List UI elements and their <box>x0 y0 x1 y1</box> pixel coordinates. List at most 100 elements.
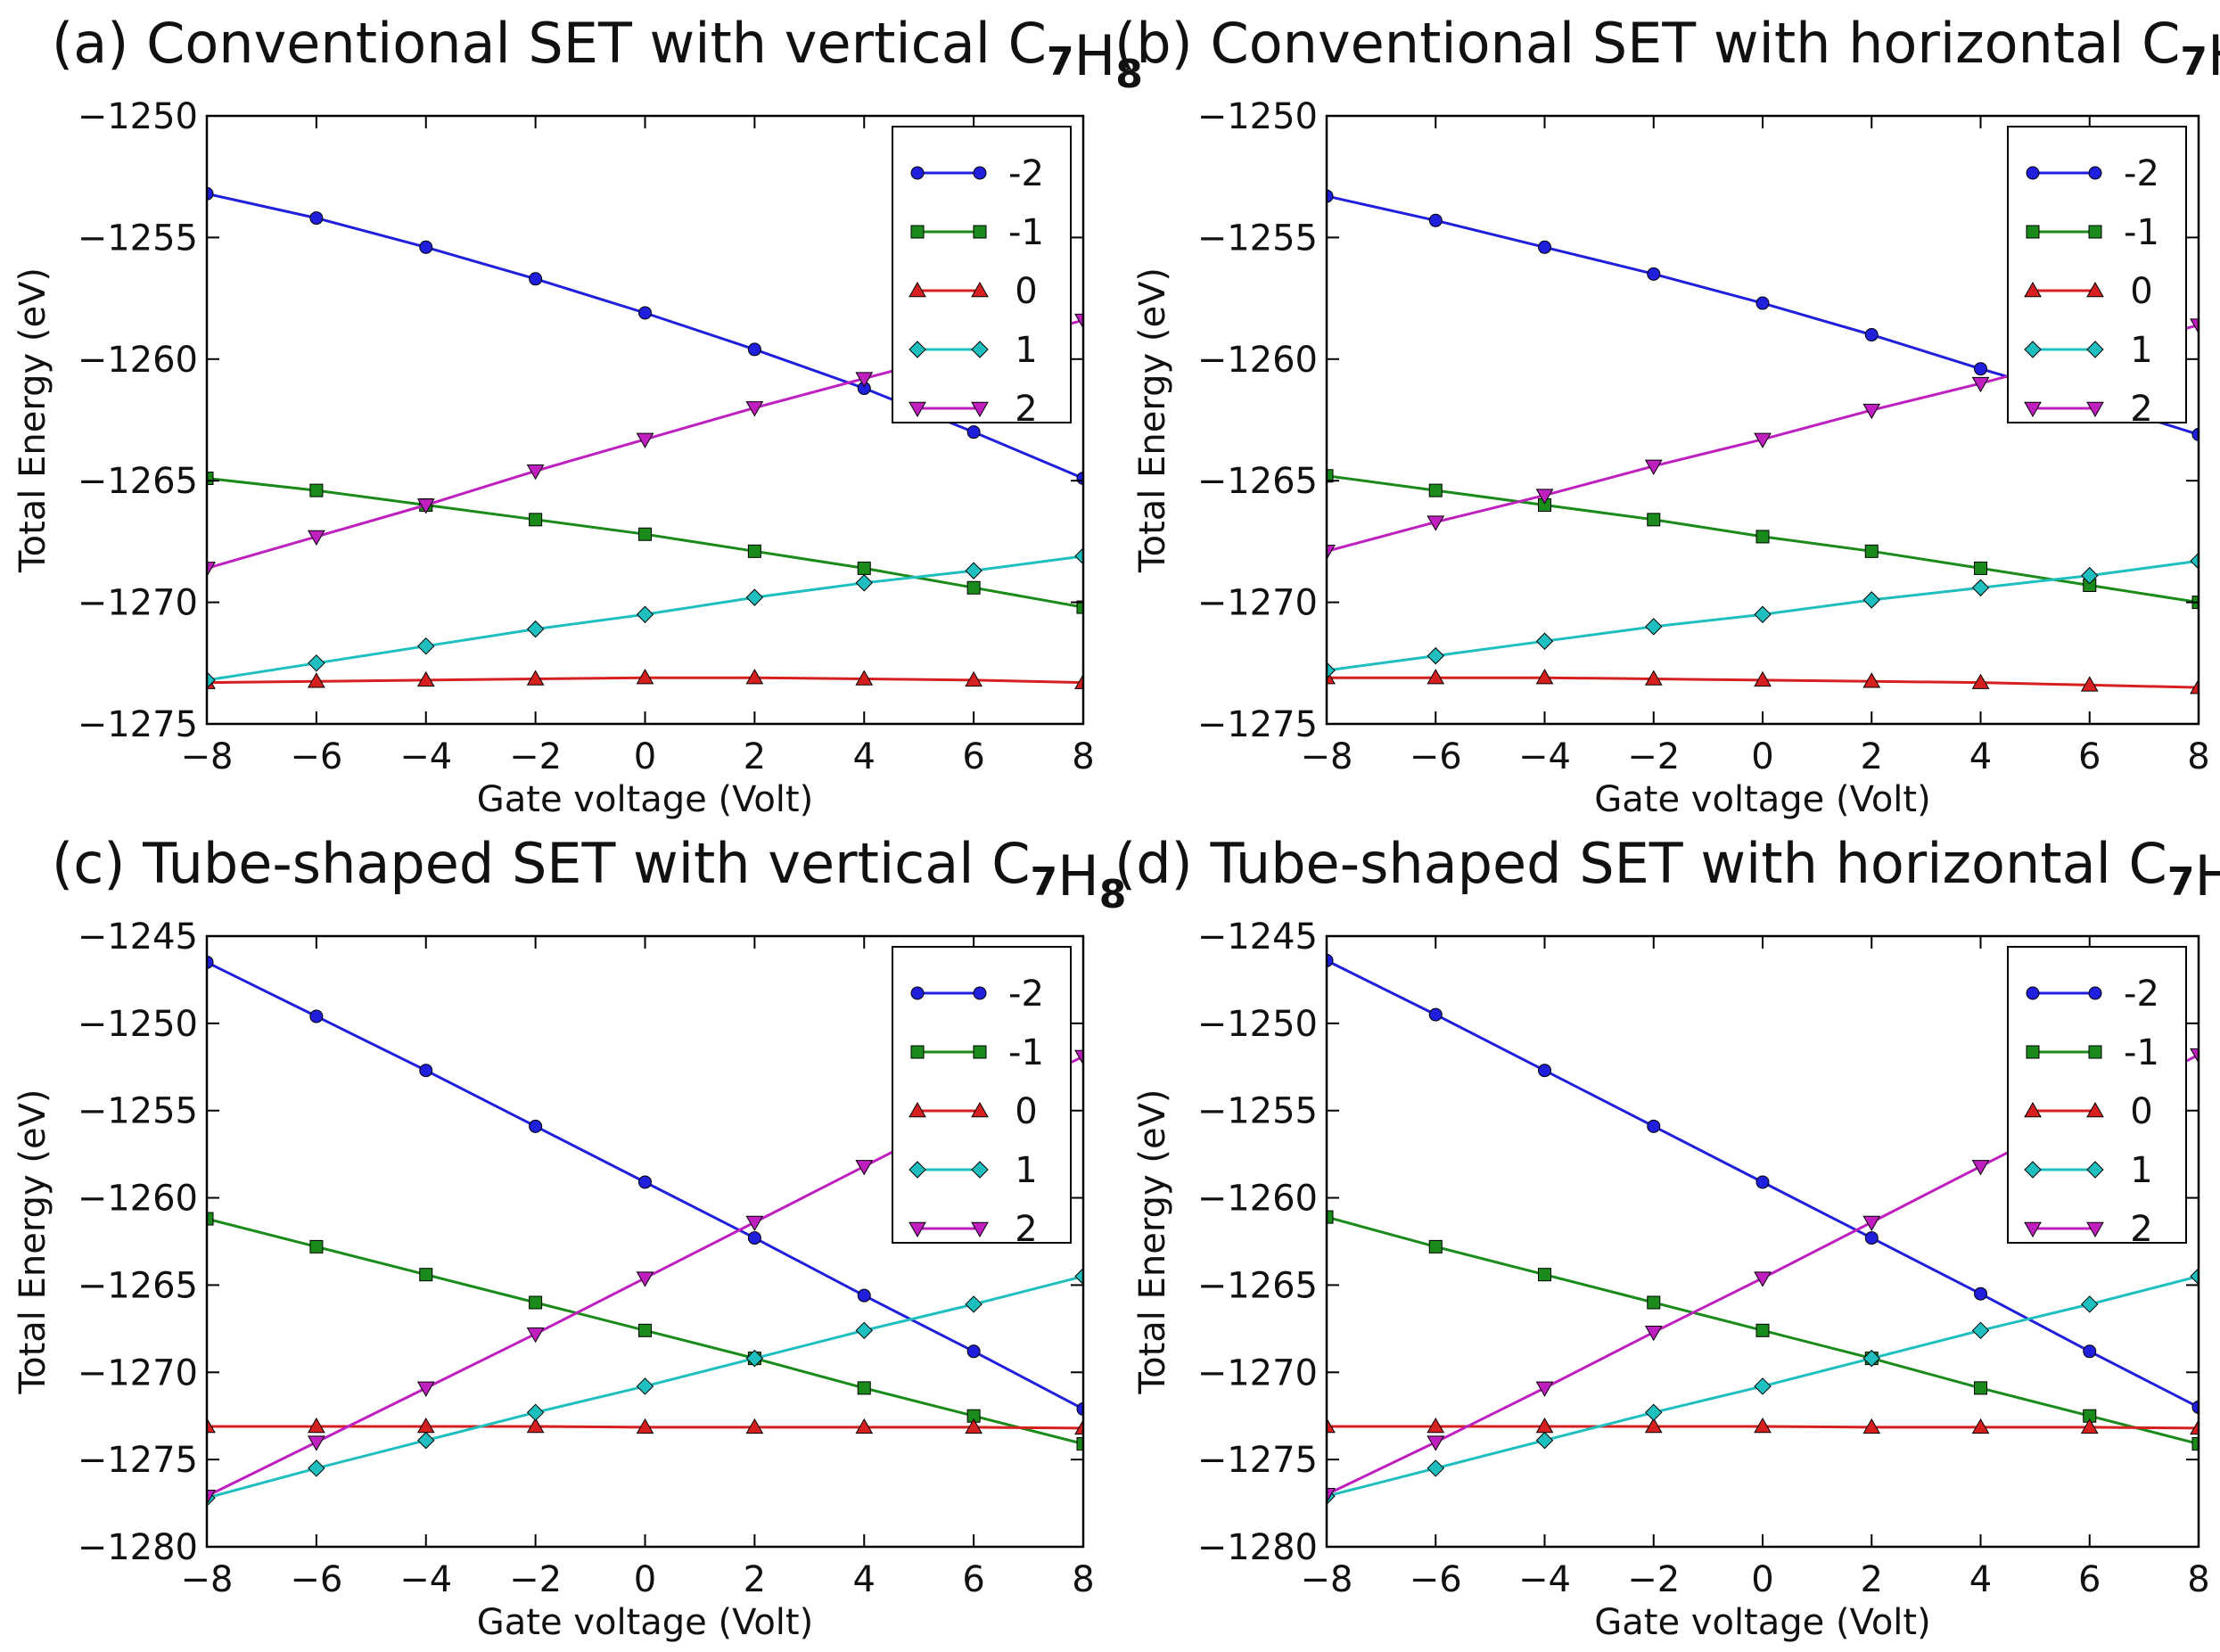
legend-label-0: 0 <box>1015 271 1037 312</box>
data-point-2 <box>526 464 545 481</box>
legend-label-2: 2 <box>1015 389 1037 430</box>
data-point-2 <box>308 1435 325 1451</box>
data-point-0 <box>1644 670 1663 686</box>
legend-label-1: 1 <box>1015 330 1037 371</box>
formula-symbol: H <box>2194 843 2220 908</box>
data-point-0 <box>1074 673 1083 689</box>
data-point-2 <box>1327 1488 1336 1504</box>
data-point-1 <box>1427 646 1444 665</box>
y-axis-label: Total Energy (eV) <box>1132 267 1173 573</box>
data-point-0 <box>1427 669 1445 685</box>
legend-marker-2 <box>2086 1221 2104 1238</box>
data-point-2 <box>1644 1326 1663 1342</box>
data-point-0 <box>1754 670 1772 687</box>
data-point--1 <box>638 1323 652 1337</box>
data-point-2 <box>2190 318 2199 334</box>
data-point-0 <box>308 672 325 688</box>
data-point-1 <box>2190 1267 2199 1286</box>
data-point--2 <box>1755 1175 1770 1189</box>
y-tick-label: −1270 <box>78 1352 198 1393</box>
legend-label-2: 2 <box>2130 1209 2152 1250</box>
x-axis-label: Gate voltage (Volt) <box>477 1602 813 1643</box>
data-point-2 <box>207 562 216 578</box>
legend-marker--1 <box>910 225 925 239</box>
data-point-1 <box>855 574 873 592</box>
legend-marker--1 <box>2088 1045 2102 1059</box>
x-tick-label: −4 <box>1518 1559 1571 1600</box>
data-point-2 <box>855 1160 874 1176</box>
y-tick-label: −1260 <box>1197 340 1318 381</box>
data-point-1 <box>417 637 435 655</box>
data-point-0 <box>1535 669 1554 685</box>
panel-title: (b) Conventional SET with horizontal C7H… <box>1114 11 2220 97</box>
data-point-0 <box>1862 1418 1881 1434</box>
data-point-1 <box>855 1321 873 1340</box>
legend: -2 -1 0 1 2 <box>892 946 1072 1250</box>
panel-title: (c) Tube-shaped SET with vertical C7H8 <box>52 831 1126 917</box>
data-point--1 <box>966 580 981 595</box>
y-tick-label: −1255 <box>78 1091 198 1132</box>
y-tick-label: −1260 <box>78 340 198 381</box>
data-point-2 <box>526 1327 545 1344</box>
x-tick-label: −8 <box>181 1559 234 1600</box>
legend-marker--1 <box>2088 225 2102 239</box>
data-point-0 <box>207 1417 216 1434</box>
data-point-0 <box>416 670 435 687</box>
formula-symbol: H <box>2208 23 2220 88</box>
legend-marker--2 <box>2088 986 2102 1000</box>
legend-label-0: 0 <box>2130 271 2152 312</box>
data-point-2 <box>636 1271 654 1287</box>
data-point-2 <box>2190 1048 2199 1064</box>
data-point-1 <box>1971 1321 1990 1340</box>
data-point-1 <box>1427 1459 1444 1477</box>
data-point-0 <box>855 670 874 686</box>
data-point--1 <box>1974 1381 1987 1395</box>
data-point--2 <box>747 342 761 357</box>
formula-subscript: 8 <box>1115 52 1143 97</box>
data-point--2 <box>1327 189 1334 203</box>
y-axis-label: Total Energy (eV) <box>12 1089 53 1394</box>
panel-b: (b) Conventional SET with horizontal C7H… <box>1114 11 2220 820</box>
y-tick-label: −1245 <box>78 916 198 958</box>
data-point-1 <box>308 654 325 672</box>
formula-symbol: C <box>2129 831 2167 896</box>
data-point-0 <box>745 1418 764 1434</box>
data-point--1 <box>1327 1210 1334 1224</box>
data-point--2 <box>419 1064 433 1078</box>
data-point-0 <box>1074 1418 1083 1435</box>
x-tick-label: 4 <box>1969 1559 1992 1600</box>
data-point-0 <box>526 1417 545 1434</box>
data-point-2 <box>1971 1160 1990 1176</box>
y-tick-label: −1255 <box>78 218 198 259</box>
x-tick-label: 0 <box>1751 736 1773 777</box>
y-tick-label: −1250 <box>1197 1004 1318 1045</box>
data-point-2 <box>308 530 325 546</box>
y-tick-label: −1265 <box>1197 1265 1318 1306</box>
data-point-2 <box>1754 432 1772 448</box>
data-point-1 <box>965 562 983 579</box>
legend-marker-0 <box>2024 281 2042 298</box>
data-point-1 <box>2081 1295 2099 1313</box>
x-axis-label: Gate voltage (Volt) <box>1594 779 1930 820</box>
data-point-1 <box>1754 605 1772 623</box>
x-tick-label: 6 <box>962 736 984 777</box>
legend-marker-0 <box>2086 281 2104 298</box>
data-point-0 <box>1971 673 1990 689</box>
y-tick-label: −1280 <box>1197 1527 1318 1568</box>
data-point--2 <box>529 1119 543 1133</box>
data-point-2 <box>1535 1381 1554 1397</box>
legend-label-1: 1 <box>2130 1150 2152 1191</box>
legend-label-1: 1 <box>2130 330 2152 371</box>
legend-label--2: -2 <box>1008 153 1044 194</box>
legend-label--2: -2 <box>1008 974 1044 1015</box>
legend-marker-2 <box>909 401 926 418</box>
data-point-1 <box>636 605 654 623</box>
legend-marker--1 <box>910 1045 925 1059</box>
legend-marker-2 <box>2024 1221 2042 1238</box>
data-point--2 <box>1647 267 1661 281</box>
formula-symbol: H <box>1074 23 1116 88</box>
data-point--1 <box>309 483 324 497</box>
data-point--1 <box>1755 530 1770 544</box>
y-tick-label: −1280 <box>78 1527 198 1568</box>
x-tick-label: −4 <box>399 736 452 777</box>
